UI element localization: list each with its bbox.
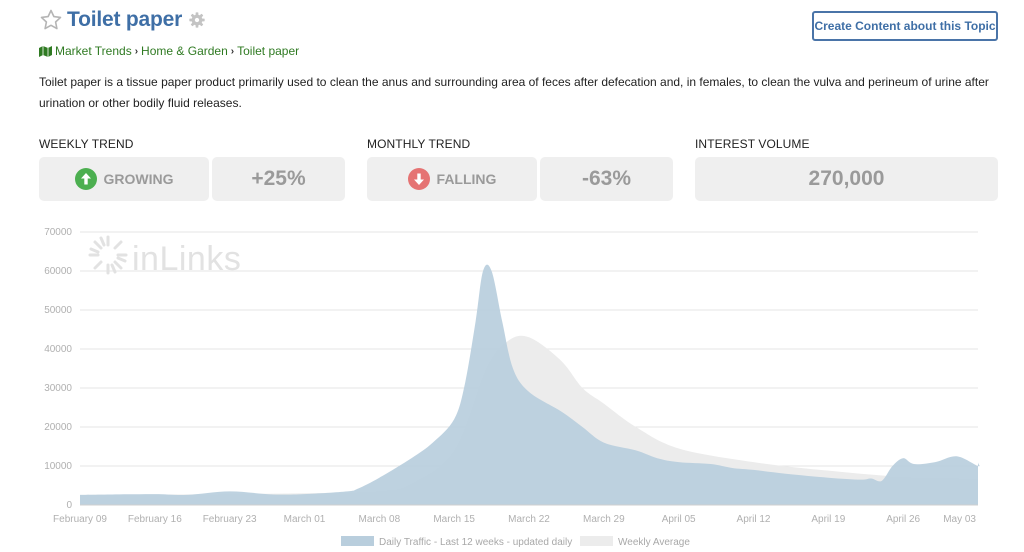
y-tick-label: 50000 xyxy=(44,305,72,316)
watermark-text: inLinks xyxy=(132,240,241,278)
breadcrumb-separator: › xyxy=(230,45,235,57)
weekly-trend-status-text: GROWING xyxy=(103,171,174,187)
weekly-trend-label: WEEKLY TREND xyxy=(39,137,134,151)
x-tick-label: April 19 xyxy=(811,514,845,525)
gear-icon[interactable] xyxy=(188,11,206,29)
weekly-trend-status: GROWING xyxy=(39,157,209,201)
interest-volume-label: INTEREST VOLUME xyxy=(695,137,810,151)
breadcrumb-home-garden[interactable]: Home & Garden xyxy=(141,44,228,58)
x-tick-label: March 29 xyxy=(583,514,625,525)
x-tick-label: March 01 xyxy=(284,514,326,525)
watermark-logo-icon xyxy=(88,235,128,275)
x-tick-label: May 03 xyxy=(943,514,976,525)
monthly-trend-label: MONTHLY TREND xyxy=(367,137,471,151)
breadcrumb-separator: › xyxy=(134,45,139,57)
x-tick-label: April 05 xyxy=(662,514,696,525)
legend-weekly-average[interactable]: Weekly Average xyxy=(580,536,690,548)
page-header: Toilet paper xyxy=(39,8,206,32)
x-tick-label: March 22 xyxy=(508,514,550,525)
x-tick-label: March 15 xyxy=(433,514,475,525)
y-tick-label: 10000 xyxy=(44,461,72,472)
x-tick-label: April 12 xyxy=(737,514,771,525)
x-tick-label: February 09 xyxy=(53,514,107,525)
y-tick-label: 60000 xyxy=(44,266,72,277)
x-tick-label: March 08 xyxy=(358,514,400,525)
topic-description: Toilet paper is a tissue paper product p… xyxy=(39,75,989,110)
monthly-trend-status: FALLING xyxy=(367,157,537,201)
arrow-up-icon xyxy=(74,168,97,190)
weekly-trend-value: +25% xyxy=(212,157,345,201)
x-tick-label: February 16 xyxy=(128,514,182,525)
daily-traffic-area xyxy=(80,264,980,505)
monthly-trend-status-text: FALLING xyxy=(436,171,497,187)
watermark: inLinks xyxy=(88,235,241,278)
x-tick-label: April 26 xyxy=(886,514,920,525)
legend-label: Weekly Average xyxy=(618,537,690,548)
breadcrumb: Market Trends › Home & Garden › Toilet p… xyxy=(39,44,299,58)
y-tick-label: 40000 xyxy=(44,344,72,355)
x-tick-label: February 23 xyxy=(203,514,257,525)
y-tick-label: 70000 xyxy=(44,227,72,238)
breadcrumb-market-trends[interactable]: Market Trends xyxy=(55,44,132,58)
page-title: Toilet paper xyxy=(67,8,183,31)
y-tick-label: 0 xyxy=(66,500,72,511)
legend-label: Daily Traffic - Last 12 weeks - updated … xyxy=(379,537,572,548)
y-tick-label: 30000 xyxy=(44,383,72,394)
map-icon xyxy=(39,45,52,57)
arrow-down-icon xyxy=(407,168,430,190)
interest-volume-value: 270,000 xyxy=(695,157,998,201)
legend-daily-traffic[interactable]: Daily Traffic - Last 12 weeks - updated … xyxy=(341,536,572,548)
monthly-trend-value: -63% xyxy=(540,157,673,201)
y-tick-label: 20000 xyxy=(44,422,72,433)
create-content-button[interactable]: Create Content about this Topic xyxy=(812,11,998,41)
star-outline-icon[interactable] xyxy=(39,8,63,32)
legend-swatch xyxy=(341,536,374,546)
legend-swatch xyxy=(580,536,613,546)
breadcrumb-toilet-paper[interactable]: Toilet paper xyxy=(237,44,300,58)
traffic-chart: inLinks 0 10000 20000 30000 40000 50000 60000 7… xyxy=(44,227,980,548)
